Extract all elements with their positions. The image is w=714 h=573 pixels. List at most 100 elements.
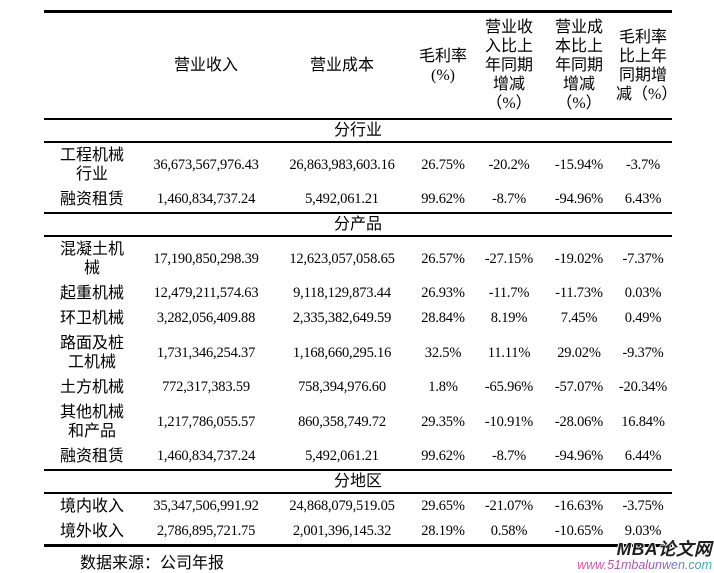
cell-cost: 24,868,079,519.05	[289, 498, 395, 514]
table-row: 其他机械和产品 1,217,786,055.57 860,358,749.72 …	[44, 400, 672, 444]
cell-cost: 5,492,061.21	[305, 191, 379, 207]
cell-gross-margin: 26.75%	[421, 156, 465, 173]
cell-cost-yoy: -11.73%	[555, 285, 603, 301]
header-margin-yoy: 毛利率 比上年 同期增 减（%）	[616, 28, 678, 103]
cell-gross-margin: 28.19%	[421, 523, 465, 539]
table-row: 土方机械 772,317,383.59 758,394,976.60 1.8% …	[44, 375, 672, 400]
row-label: 境内收入	[59, 498, 124, 515]
financial-breakdown-table: 营业收入 营业成本 毛利率 (%) 营业收 入比上 年同期 增减 （%） 营业成…	[44, 10, 678, 547]
cell-cost-yoy: -94.96%	[554, 191, 604, 207]
header-row: 营业收入 营业成本 毛利率 (%) 营业收 入比上 年同期 增减 （%） 营业成…	[44, 12, 678, 120]
cell-revenue: 36,673,567,976.43	[153, 156, 259, 173]
cell-revenue: 1,460,834,737.24	[156, 448, 256, 464]
section-by-product: 分产品	[44, 212, 672, 237]
cell-gross-margin: 26.57%	[421, 250, 465, 267]
cell-revenue: 1,460,834,737.24	[156, 191, 256, 207]
table-row: 混凝土机械 17,190,850,298.39 12,623,057,058.6…	[44, 236, 672, 281]
cell-margin-yoy: 9.03%	[624, 523, 662, 539]
cell-cost: 12,623,057,058.65	[289, 250, 395, 267]
row-label: 环卫机械	[59, 310, 124, 327]
cell-margin-yoy: -20.34%	[618, 379, 668, 395]
cell-revenue: 35,347,506,991.92	[153, 498, 259, 514]
section-title: 分行业	[44, 118, 672, 143]
header-revenue: 营业收入	[173, 57, 238, 74]
cell-revenue-yoy: -21.07%	[484, 498, 534, 514]
cell-revenue-yoy: -27.15%	[484, 250, 534, 267]
cell-cost: 5,492,061.21	[305, 448, 379, 464]
cell-margin-yoy: 0.03%	[624, 285, 662, 301]
table-row: 工程机械行业 36,673,567,976.43 26,863,983,603.…	[44, 142, 672, 187]
section-title: 分产品	[44, 212, 672, 237]
cell-revenue-yoy: 8.19%	[490, 310, 528, 326]
row-label: 其他机械和产品	[59, 404, 124, 440]
cell-margin-yoy: -3.7%	[625, 156, 661, 173]
header-cost: 营业成本	[309, 57, 374, 74]
header-cost-yoy: 营业成 本比上 年同期 增减 （%）	[554, 19, 603, 112]
section-title: 分地区	[44, 469, 672, 494]
cell-revenue: 3,282,056,409.88	[156, 310, 256, 326]
cell-cost-yoy: 7.45%	[560, 310, 598, 326]
cell-cost: 2,001,396,145.32	[292, 523, 392, 539]
cell-revenue-yoy: -20.2%	[488, 156, 530, 173]
cell-cost: 860,358,749.72	[298, 413, 386, 430]
cell-gross-margin: 99.62%	[421, 191, 465, 207]
row-label: 起重机械	[59, 285, 124, 302]
cell-margin-yoy: -7.37%	[622, 250, 664, 267]
cell-gross-margin: 99.62%	[421, 448, 465, 464]
row-label: 境外收入	[59, 523, 124, 540]
cell-cost-yoy: -94.96%	[554, 448, 604, 464]
cell-cost-yoy: -57.07%	[554, 379, 604, 395]
table-row: 境内收入 35,347,506,991.92 24,868,079,519.05…	[44, 493, 672, 519]
cell-revenue-yoy: -8.7%	[491, 448, 527, 464]
cell-gross-margin: 29.35%	[421, 413, 465, 430]
cell-cost: 26,863,983,603.16	[289, 156, 395, 173]
cell-margin-yoy: 6.44%	[624, 448, 662, 464]
cell-gross-margin: 1.8%	[428, 379, 458, 395]
cell-revenue: 1,731,346,254.37	[156, 344, 256, 361]
row-label: 工程机械行业	[59, 147, 124, 183]
cell-revenue: 12,479,211,574.63	[153, 285, 259, 301]
cell-cost-yoy: -15.94%	[554, 156, 604, 173]
cell-revenue-yoy: -10.91%	[484, 413, 534, 430]
row-label: 融资租赁	[59, 448, 124, 465]
site-watermark: MBA论文网 www.51mbalunwen.com	[577, 539, 712, 573]
cell-margin-yoy: 16.84%	[621, 413, 665, 430]
cell-margin-yoy: 6.43%	[624, 191, 662, 207]
cell-cost: 9,118,129,873.44	[293, 285, 391, 301]
cell-cost-yoy: -19.02%	[554, 250, 604, 267]
header-empty	[44, 12, 140, 120]
cell-margin-yoy: -9.37%	[622, 344, 664, 361]
cell-revenue: 2,786,895,721.75	[156, 523, 256, 539]
cell-revenue: 772,317,383.59	[162, 379, 250, 395]
cell-revenue-yoy: 11.11%	[487, 344, 531, 361]
table-row: 起重机械 12,479,211,574.63 9,118,129,873.44 …	[44, 281, 672, 306]
cell-gross-margin: 26.93%	[421, 285, 465, 301]
section-by-region: 分地区	[44, 469, 672, 494]
cell-revenue-yoy: -65.96%	[484, 379, 534, 395]
cell-cost-yoy: -10.65%	[554, 523, 604, 539]
cell-revenue-yoy: -8.7%	[491, 191, 527, 207]
header-gross-margin: 毛利率 (%)	[418, 47, 467, 84]
watermark-site-url: www.51mbalunwen.com	[577, 558, 712, 573]
section-by-industry: 分行业	[44, 118, 672, 143]
cell-revenue: 17,190,850,298.39	[153, 250, 259, 267]
cell-revenue: 1,217,786,055.57	[156, 413, 256, 430]
cell-margin-yoy: 0.49%	[624, 310, 662, 326]
table-row: 融资租赁 1,460,834,737.24 5,492,061.21 99.62…	[44, 187, 672, 213]
row-label: 混凝土机械	[59, 241, 124, 277]
cell-revenue-yoy: 0.58%	[490, 523, 528, 539]
cell-cost-yoy: -28.06%	[554, 413, 604, 430]
cell-margin-yoy: -3.75%	[622, 498, 664, 514]
cell-gross-margin: 28.84%	[421, 310, 465, 326]
watermark-site-name: MBA论文网	[616, 539, 712, 559]
cell-cost: 758,394,976.60	[298, 379, 386, 395]
cell-gross-margin: 32.5%	[424, 344, 462, 361]
table-row: 融资租赁 1,460,834,737.24 5,492,061.21 99.62…	[44, 444, 672, 470]
cell-cost: 1,168,660,295.16	[292, 344, 392, 361]
header-revenue-yoy: 营业收 入比上 年同期 增减 （%）	[484, 19, 533, 112]
row-label: 融资租赁	[59, 191, 124, 208]
table-row: 境外收入 2,786,895,721.75 2,001,396,145.32 2…	[44, 519, 672, 546]
cell-cost: 2,335,382,649.59	[292, 310, 392, 326]
cell-gross-margin: 29.65%	[421, 498, 465, 514]
